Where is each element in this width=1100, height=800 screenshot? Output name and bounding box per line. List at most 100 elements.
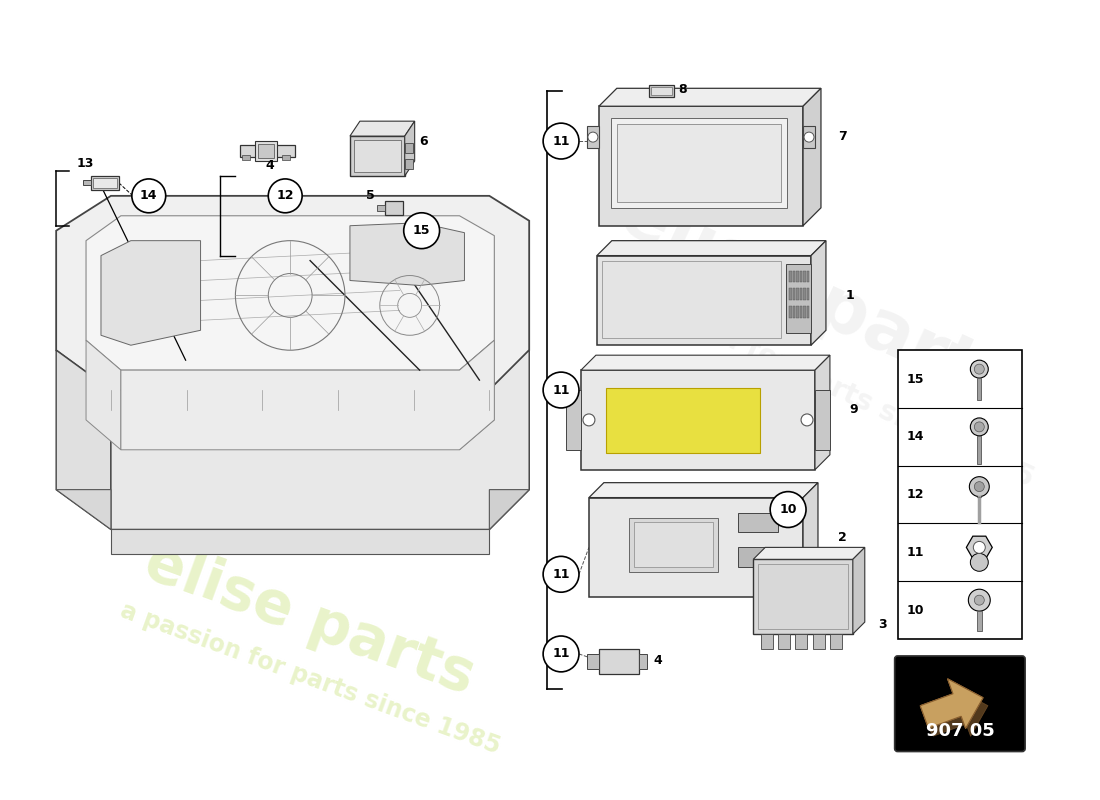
Polygon shape — [581, 355, 829, 370]
Polygon shape — [803, 482, 818, 597]
Circle shape — [268, 179, 302, 213]
Text: 7: 7 — [838, 130, 847, 142]
Circle shape — [543, 372, 579, 408]
Bar — [815, 390, 829, 450]
Polygon shape — [101, 241, 200, 346]
Circle shape — [543, 636, 579, 672]
Bar — [806, 306, 808, 318]
Polygon shape — [121, 340, 494, 450]
Bar — [241, 145, 295, 157]
Bar — [795, 634, 807, 649]
Circle shape — [975, 482, 984, 492]
Circle shape — [801, 414, 813, 426]
Bar — [634, 522, 714, 567]
Text: 11: 11 — [552, 134, 570, 147]
Text: 12: 12 — [906, 488, 924, 501]
Bar — [793, 289, 795, 301]
Bar — [566, 390, 581, 450]
FancyBboxPatch shape — [894, 656, 1025, 751]
Bar — [786, 263, 811, 334]
Circle shape — [543, 556, 579, 592]
Bar — [796, 289, 799, 301]
Polygon shape — [86, 340, 121, 450]
Circle shape — [969, 477, 989, 497]
Bar — [793, 306, 795, 318]
Polygon shape — [350, 222, 464, 286]
Text: 14: 14 — [906, 430, 924, 443]
Bar — [789, 270, 792, 282]
Circle shape — [770, 492, 806, 527]
Polygon shape — [967, 536, 992, 558]
Text: 11: 11 — [552, 647, 570, 661]
Bar — [806, 270, 808, 282]
Bar — [796, 270, 799, 282]
Bar — [829, 634, 842, 649]
Polygon shape — [405, 121, 415, 176]
Polygon shape — [803, 88, 821, 226]
Bar — [91, 176, 119, 190]
Bar — [800, 306, 802, 318]
Text: 2: 2 — [838, 531, 847, 544]
Polygon shape — [490, 350, 529, 530]
Text: 3: 3 — [878, 618, 887, 630]
Circle shape — [975, 364, 984, 374]
Circle shape — [804, 132, 814, 142]
Bar — [258, 144, 274, 158]
Text: 14: 14 — [140, 190, 157, 202]
Polygon shape — [598, 88, 821, 106]
Text: 4: 4 — [653, 654, 662, 667]
Bar — [803, 289, 805, 301]
Bar — [813, 634, 825, 649]
Circle shape — [975, 422, 984, 432]
Bar — [761, 634, 773, 649]
Circle shape — [587, 132, 598, 142]
Text: 907 05: 907 05 — [925, 722, 994, 740]
Text: 1: 1 — [846, 289, 855, 302]
Bar — [587, 126, 598, 148]
Bar — [800, 289, 802, 301]
Circle shape — [970, 554, 988, 571]
Bar — [606, 388, 760, 453]
Bar — [598, 106, 803, 226]
Text: 8: 8 — [679, 82, 688, 96]
Polygon shape — [754, 547, 865, 559]
Bar — [806, 289, 808, 301]
Polygon shape — [56, 196, 529, 390]
Bar — [610, 118, 788, 208]
Polygon shape — [921, 679, 983, 729]
Polygon shape — [56, 490, 111, 530]
Polygon shape — [921, 679, 983, 729]
Polygon shape — [111, 530, 490, 554]
Circle shape — [132, 179, 166, 213]
Bar — [385, 201, 403, 214]
Bar — [898, 350, 1022, 639]
Circle shape — [975, 595, 984, 605]
Bar — [789, 289, 792, 301]
Bar — [350, 136, 405, 176]
Circle shape — [970, 418, 988, 436]
Circle shape — [970, 360, 988, 378]
Bar — [629, 518, 718, 572]
Text: 4: 4 — [266, 159, 275, 173]
Bar — [803, 306, 805, 318]
Bar — [405, 143, 412, 153]
Bar — [617, 124, 781, 202]
Text: elise parts: elise parts — [608, 178, 1027, 422]
Bar — [649, 86, 673, 98]
Text: 12: 12 — [276, 190, 294, 202]
Bar — [758, 564, 848, 629]
Text: a passion for parts since 1985: a passion for parts since 1985 — [117, 598, 504, 759]
Polygon shape — [811, 241, 826, 346]
Polygon shape — [815, 355, 829, 470]
Circle shape — [968, 590, 990, 611]
Polygon shape — [460, 340, 494, 450]
Bar — [977, 378, 981, 400]
Text: elise parts: elise parts — [138, 533, 483, 705]
Bar — [602, 261, 781, 338]
Bar — [800, 270, 802, 282]
Text: 9: 9 — [850, 403, 858, 417]
Bar — [597, 256, 811, 346]
Polygon shape — [921, 679, 988, 736]
Bar — [82, 180, 91, 185]
Circle shape — [404, 213, 440, 249]
